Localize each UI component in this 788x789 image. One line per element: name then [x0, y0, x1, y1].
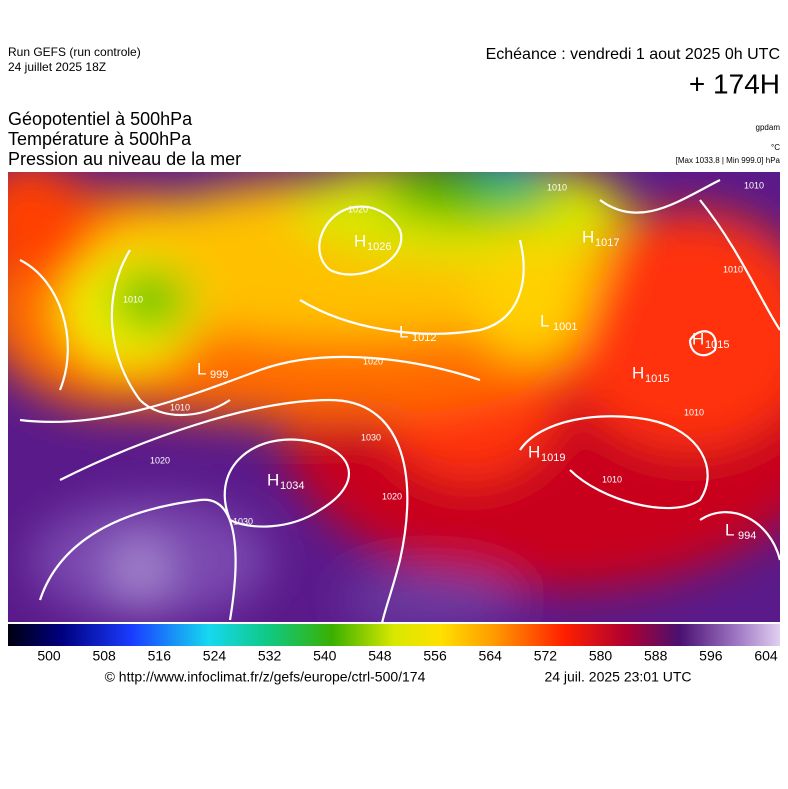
colorbar-tick-label: 508 — [92, 648, 116, 664]
colorbar-tick-label: 524 — [203, 648, 227, 664]
isobar-label: 1020 — [150, 455, 170, 465]
colorbar — [8, 624, 780, 646]
colorbar-tick-label: 596 — [699, 648, 723, 664]
isobar-label: 1020 — [382, 491, 402, 501]
isobar-label: 1030 — [233, 516, 253, 526]
colorbar-tick-label: 588 — [644, 648, 668, 664]
lead-time: + 174H — [689, 68, 780, 99]
isobar-label: 1010 — [170, 402, 190, 412]
isobar-label: 1010 — [123, 294, 143, 304]
isobar-label: 1010 — [547, 182, 567, 192]
pressure-center-kind: H — [582, 227, 594, 246]
pressure-center-value: 1015 — [645, 373, 669, 385]
pressure-center-value: 1034 — [280, 480, 304, 492]
unit: gpdam — [756, 123, 781, 132]
colorbar-tick-label: 548 — [368, 648, 392, 664]
isobar-label: 1010 — [684, 407, 704, 417]
pressure-center-kind: L — [540, 311, 549, 330]
unit: [Max 1033.8 | Min 999.0] hPa — [676, 156, 781, 165]
isobar-label: 1010 — [723, 264, 743, 274]
map-field — [8, 172, 780, 622]
pressure-center-value: 1019 — [541, 452, 565, 464]
colorbar-tick-label: 604 — [754, 648, 778, 664]
colorbar-tick-label: 580 — [589, 648, 613, 664]
isobar-label: 1020 — [348, 204, 368, 214]
colorbar-tick-label: 532 — [258, 648, 282, 664]
pressure-center-value: 999 — [210, 369, 228, 381]
title: Géopotentiel à 500hPa — [8, 109, 193, 129]
pressure-center-kind: H — [354, 231, 366, 250]
colorbar-tick-label: 540 — [313, 648, 337, 664]
pressure-center-value: 1017 — [595, 237, 619, 249]
source: © http://www.infoclimat.fr/z/gefs/europe… — [105, 669, 426, 685]
pressure-center-kind: H — [528, 442, 540, 461]
pressure-center-value: 1001 — [553, 321, 577, 333]
isobar-label: 1010 — [602, 474, 622, 484]
colorbar-tick-label: 556 — [423, 648, 447, 664]
pressure-center-kind: H — [267, 470, 279, 489]
pressure-center-kind: L — [197, 359, 206, 378]
pressure-center-value: 1012 — [412, 332, 436, 344]
echeance: Echéance : vendredi 1 aout 2025 0h UTC — [486, 46, 780, 63]
pressure-center-kind: L — [399, 322, 408, 341]
generated: 24 juil. 2025 23:01 UTC — [544, 669, 691, 685]
unit: °C — [771, 143, 780, 152]
pressure-center-kind: H — [692, 329, 704, 348]
isobar-label: 1010 — [744, 180, 764, 190]
run: Run GEFS (run controle) — [8, 45, 141, 59]
colorbar-tick-label: 564 — [479, 648, 503, 664]
isobar-label: 1030 — [361, 432, 381, 442]
pressure-center-kind: H — [632, 363, 644, 382]
title: Température à 500hPa — [8, 129, 192, 149]
pressure-center-value: 1026 — [367, 241, 391, 253]
pressure-center-kind: L — [725, 520, 734, 539]
colorbar-tick-label: 516 — [148, 648, 172, 664]
run-date: 24 juillet 2025 18Z — [8, 60, 106, 74]
pressure-center-value: 1015 — [705, 339, 729, 351]
colorbar-tick-label: 572 — [534, 648, 558, 664]
title: Pression au niveau de la mer — [8, 149, 241, 169]
isobar-label: 1020 — [363, 356, 383, 366]
pressure-center-value: 994 — [738, 530, 756, 542]
colorbar-tick-label: 500 — [37, 648, 61, 664]
